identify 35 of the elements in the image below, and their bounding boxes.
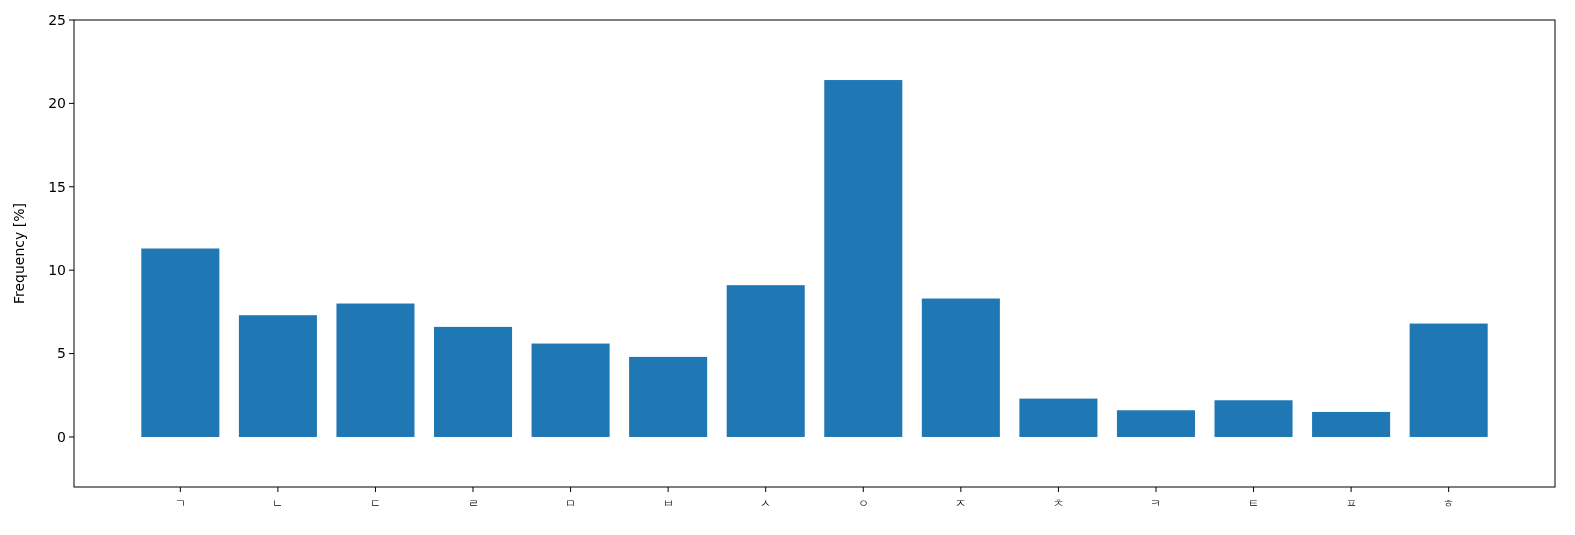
x-tick-label: ㅍ xyxy=(1345,497,1357,510)
y-axis-title: Frequency [%] xyxy=(11,202,27,305)
x-tick-label: ㅋ xyxy=(1150,497,1162,510)
bar xyxy=(434,326,513,437)
y-tick-label: 20 xyxy=(48,95,66,112)
bar xyxy=(1409,323,1488,437)
x-tick-label: ㄱ xyxy=(174,497,186,510)
bar xyxy=(1019,398,1098,437)
x-tick-label: ㄹ xyxy=(467,497,479,510)
x-tick-label: ㅇ xyxy=(857,497,869,510)
x-tick-label: ㅈ xyxy=(955,497,967,510)
bar xyxy=(629,356,708,437)
bar xyxy=(531,343,610,437)
x-tick-label: ㅁ xyxy=(565,497,577,510)
x-tick-label: ㄴ xyxy=(272,497,284,510)
y-tick-label: 10 xyxy=(48,262,66,279)
bar xyxy=(1116,410,1195,437)
x-tick-label: ㅅ xyxy=(760,497,772,510)
x-tick-label: ㄷ xyxy=(369,497,381,510)
bar xyxy=(824,80,903,437)
y-tick-label: 0 xyxy=(57,428,66,445)
x-tick-label: ㅌ xyxy=(1248,497,1260,510)
bar xyxy=(238,315,317,437)
y-tick-label: 5 xyxy=(57,345,66,362)
bar xyxy=(1312,411,1391,437)
bar xyxy=(336,303,415,437)
bar xyxy=(141,248,220,437)
x-tick-label: ㅊ xyxy=(1052,497,1064,510)
bar xyxy=(921,298,1000,437)
y-tick-label: 25 xyxy=(48,11,66,28)
y-tick-label: 15 xyxy=(48,178,66,195)
x-tick-label: ㅎ xyxy=(1443,497,1455,510)
bar xyxy=(1214,400,1293,437)
x-tick-label: ㅂ xyxy=(662,497,674,510)
bar xyxy=(726,285,805,437)
